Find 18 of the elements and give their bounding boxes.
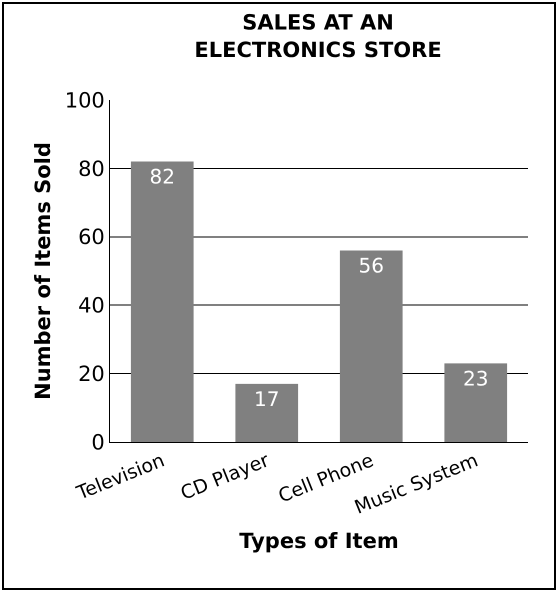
y-tick-label: 60 xyxy=(78,225,105,250)
y-tick-label: 80 xyxy=(78,156,105,181)
data-label: 23 xyxy=(463,366,488,390)
y-tick-label: 40 xyxy=(78,294,105,318)
x-tick-label: CD Player xyxy=(178,449,272,505)
y-tick-label: 20 xyxy=(78,362,105,386)
data-label: 82 xyxy=(150,164,175,189)
bar xyxy=(130,162,194,442)
data-label: 56 xyxy=(358,253,384,278)
bar xyxy=(340,250,403,442)
bar xyxy=(444,363,508,442)
chart-title: SALES AT AN ELECTRONICS STORE xyxy=(194,10,442,62)
y-tick-label: 0 xyxy=(91,430,105,454)
x-axis-title: Types of Item xyxy=(239,529,399,553)
y-axis-title: Number of Items Sold xyxy=(30,142,55,400)
bar xyxy=(235,384,298,442)
y-tick-label: 100 xyxy=(64,88,105,112)
data-label: 17 xyxy=(254,386,280,411)
